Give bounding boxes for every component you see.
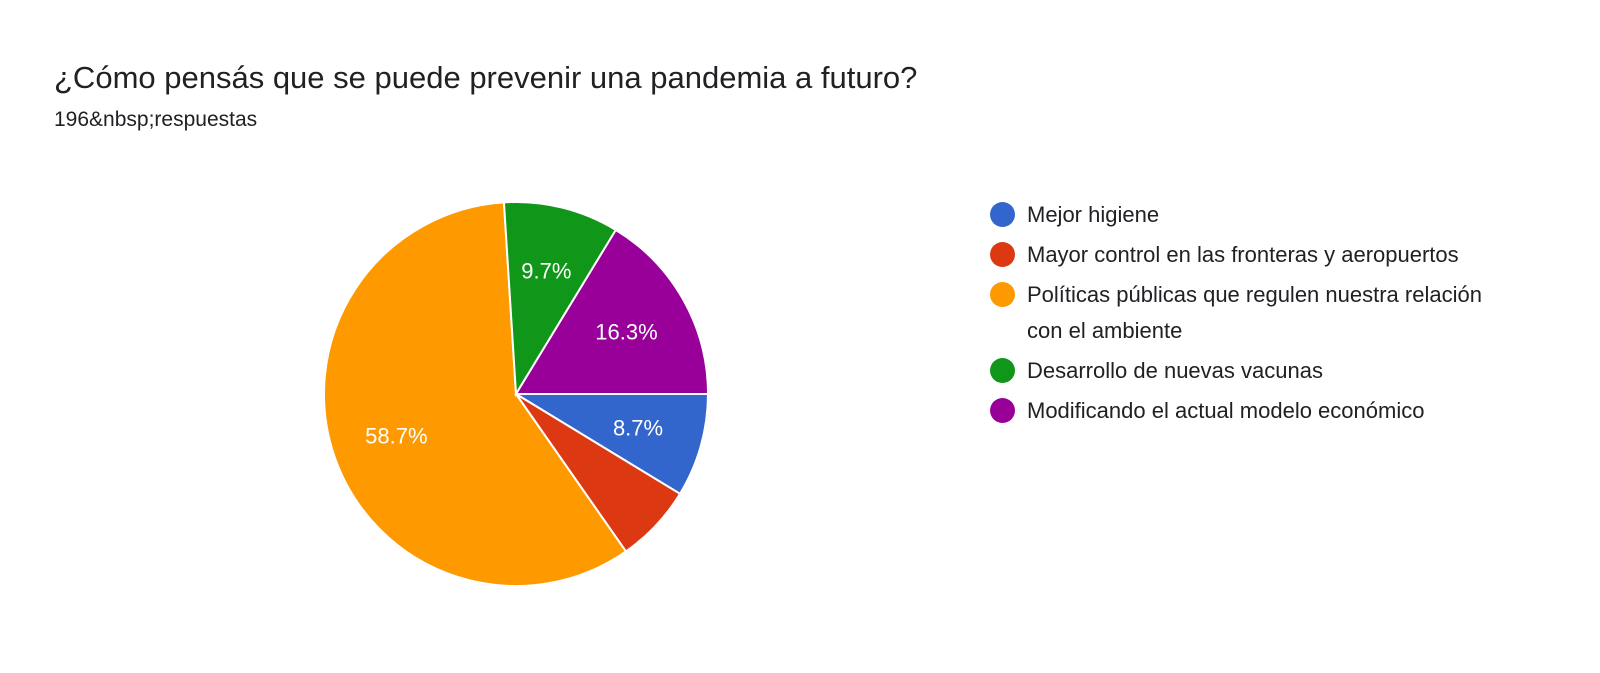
legend-label: Mejor higiene: [1027, 202, 1160, 227]
legend-swatch: [990, 202, 1015, 227]
legend-item[interactable]: Mejor higiene: [990, 197, 1510, 233]
legend-swatch: [990, 398, 1015, 423]
slice-percentage-label: 9.7%: [521, 258, 571, 283]
slice-percentage-label: 16.3%: [595, 319, 657, 344]
legend-item[interactable]: Políticas públicas que regulen nuestra r…: [990, 277, 1510, 349]
pie-slice[interactable]: [502, 201, 618, 398]
legend-label: Modificando el actual modelo económico: [1027, 398, 1425, 423]
slice-percentage-label: 8.7%: [613, 416, 663, 441]
legend-swatch: [990, 358, 1015, 383]
legend-swatch: [990, 282, 1015, 307]
pie-slice[interactable]: [323, 201, 628, 587]
legend-item[interactable]: Mayor control en las fronteras y aeropue…: [990, 237, 1510, 273]
pie-slice[interactable]: [514, 228, 710, 395]
legend-label: Políticas públicas que regulen nuestra r…: [1027, 282, 1482, 343]
legend-label: Desarrollo de nuevas vacunas: [1027, 358, 1323, 383]
chart-title: ¿Cómo pensás que se puede prevenir una p…: [54, 60, 918, 95]
response-count: 196&nbsp;respuestas: [54, 108, 258, 131]
legend: Mejor higiene Mayor control en las front…: [990, 197, 1510, 433]
slice-percentage-label: 58.7%: [365, 423, 427, 448]
pie-slice[interactable]: [512, 393, 710, 496]
legend-label: Mayor control en las fronteras y aeropue…: [1027, 242, 1459, 267]
legend-item[interactable]: Desarrollo de nuevas vacunas: [990, 353, 1510, 389]
legend-item[interactable]: Modificando el actual modelo económico: [990, 393, 1510, 429]
legend-swatch: [990, 242, 1015, 267]
